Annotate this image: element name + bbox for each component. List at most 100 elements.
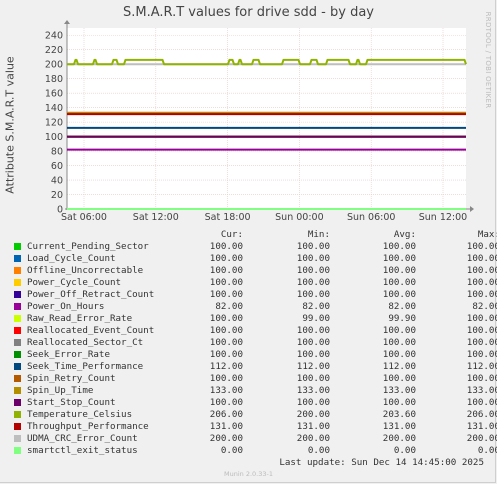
y-tick-label: 120 (45, 118, 63, 129)
legend-row: Temperature_Celsius 206.00 200.00 203.60 206… (14, 409, 497, 421)
series-line (67, 58, 467, 66)
legend-swatch (14, 411, 21, 418)
legend-cur-value: 100.00 (209, 397, 243, 408)
legend-cur-value: 100.00 (209, 277, 243, 288)
y-tick-label: 180 (45, 74, 63, 85)
legend-max-value: 100.00 (466, 277, 497, 288)
legend-max-value: 100.00 (466, 265, 497, 276)
legend-max-value: 100.00 (466, 349, 497, 360)
legend-swatch (14, 387, 21, 394)
legend-avg-value: 112.00 (382, 361, 416, 372)
legend-row: Spin_Retry_Count 100.00 100.00 100.00 100.00 (14, 373, 497, 385)
legend-cur-value: 100.00 (209, 313, 243, 324)
y-tick-label: 40 (51, 176, 63, 187)
legend-row: Power_Cycle_Count 100.00 100.00 100.00 100.0… (14, 277, 497, 289)
col-max-header: Max: (477, 229, 497, 240)
legend-max-value: 100.00 (466, 289, 497, 300)
legend-swatch (14, 279, 21, 286)
legend-row: Seek_Time_Performance 112.00 112.00 112.00 1… (14, 361, 497, 373)
x-tick-label: Sun 00:00 (275, 212, 323, 223)
legend-avg-value: 131.00 (382, 421, 416, 432)
legend-swatch (14, 423, 21, 430)
legend-series-name: Seek_Error_Rate (27, 349, 110, 360)
x-axis-arrow (470, 206, 474, 212)
legend-avg-value: 100.00 (382, 325, 416, 336)
munin-version: Munin 2.0.33-1 (224, 470, 273, 478)
legend-row: Offline_Uncorrectable 100.00 100.00 100.00 1… (14, 265, 497, 277)
legend-row: Power_On_Hours 82.00 82.00 82.00 82.00 (14, 301, 497, 313)
legend-min-value: 100.00 (296, 265, 330, 276)
y-tick-label: 0 (57, 205, 63, 216)
last-update: Last update: Sun Dec 14 14:45:00 2025 (279, 457, 484, 468)
legend-cur-value: 0.00 (220, 445, 243, 456)
legend-min-value: 99.00 (302, 313, 330, 324)
legend-max-value: 100.00 (466, 241, 497, 252)
legend-avg-value: 133.00 (382, 385, 416, 396)
legend-avg-value: 100.00 (382, 289, 416, 300)
legend-series-name: Offline_Uncorrectable (27, 265, 144, 276)
legend-swatch (14, 327, 21, 334)
legend-cur-value: 100.00 (209, 337, 243, 348)
legend-avg-value: 0.00 (393, 445, 416, 456)
legend-row: Current_Pending_Sector 100.00 100.00 100.00… (14, 241, 497, 253)
legend-min-value: 100.00 (296, 373, 330, 384)
legend-row: Raw_Read_Error_Rate 100.00 99.00 99.90 100.0… (14, 313, 497, 325)
legend-series-name: smartctl_exit_status (27, 445, 138, 456)
legend-min-value: 0.00 (307, 445, 330, 456)
legend-min-value: 112.00 (296, 361, 330, 372)
legend-avg-value: 100.00 (382, 373, 416, 384)
legend-swatch (14, 255, 21, 262)
legend-row: Load_Cycle_Count 100.00 100.00 100.00 100.00 (14, 253, 497, 265)
legend-min-value: 100.00 (296, 289, 330, 300)
legend-series-name: Power_Cycle_Count (27, 277, 122, 288)
legend-avg-value: 82.00 (388, 301, 416, 312)
x-tick-label: Sat 06:00 (61, 212, 107, 223)
legend-series-name: Current_Pending_Sector (27, 241, 149, 252)
legend-cur-value: 112.00 (209, 361, 243, 372)
legend-cur-value: 100.00 (209, 349, 243, 360)
y-tick-label: 240 (45, 31, 63, 42)
legend-swatch (14, 399, 21, 406)
legend-avg-value: 100.00 (382, 241, 416, 252)
legend-series-name: Throughput_Performance (27, 421, 149, 432)
legend-min-value: 100.00 (296, 277, 330, 288)
legend-series-name: UDMA_CRC_Error_Count (27, 433, 138, 444)
col-avg-header: Avg: (393, 229, 416, 240)
legend-cur-value: 100.00 (209, 289, 243, 300)
legend-swatch (14, 291, 21, 298)
y-tick-label: 100 (45, 132, 63, 143)
legend-max-value: 133.00 (466, 385, 497, 396)
legend-series-name: Reallocated_Event_Count (27, 325, 155, 336)
legend-min-value: 133.00 (296, 385, 330, 396)
legend-cur-value: 131.00 (209, 421, 243, 432)
y-tick-label: 20 (51, 190, 63, 201)
x-tick-label: Sat 18:00 (205, 212, 251, 223)
legend-series-name: Temperature_Celsius (27, 409, 133, 420)
plot-area (67, 28, 466, 209)
legend-avg-value: 99.90 (388, 313, 416, 324)
legend-max-value: 112.00 (466, 361, 497, 372)
y-tick-label: 60 (51, 161, 63, 172)
legend-row: Seek_Error_Rate 100.00 100.00 100.00 100.00 (14, 349, 497, 361)
legend-row: Spin_Up_Time 133.00 133.00 133.00 133.00 (14, 385, 497, 397)
legend-min-value: 100.00 (296, 241, 330, 252)
legend-avg-value: 200.00 (382, 433, 416, 444)
legend-cur-value: 100.00 (209, 253, 243, 264)
legend-min-value: 82.00 (302, 301, 330, 312)
legend: Cur: Min: Avg: Max: Current_Pending_Sect… (14, 229, 497, 457)
legend-series-name: Spin_Up_Time (27, 385, 94, 396)
legend-swatch (14, 363, 21, 370)
legend-max-value: 200.00 (466, 433, 497, 444)
legend-row: Power_Off_Retract_Count 100.00 100.00 100.0… (14, 289, 497, 301)
legend-series-name: Start_Stop_Count (27, 397, 116, 408)
legend-header: Cur: Min: Avg: Max: (14, 229, 497, 241)
legend-rows: Current_Pending_Sector 100.00 100.00 100.00… (14, 241, 497, 457)
legend-swatch (14, 447, 21, 454)
legend-max-value: 206.00 (466, 409, 497, 420)
y-tick-label: 160 (45, 89, 63, 100)
legend-swatch (14, 303, 21, 310)
legend-min-value: 131.00 (296, 421, 330, 432)
legend-cur-value: 82.00 (215, 301, 243, 312)
legend-max-value: 100.00 (466, 253, 497, 264)
